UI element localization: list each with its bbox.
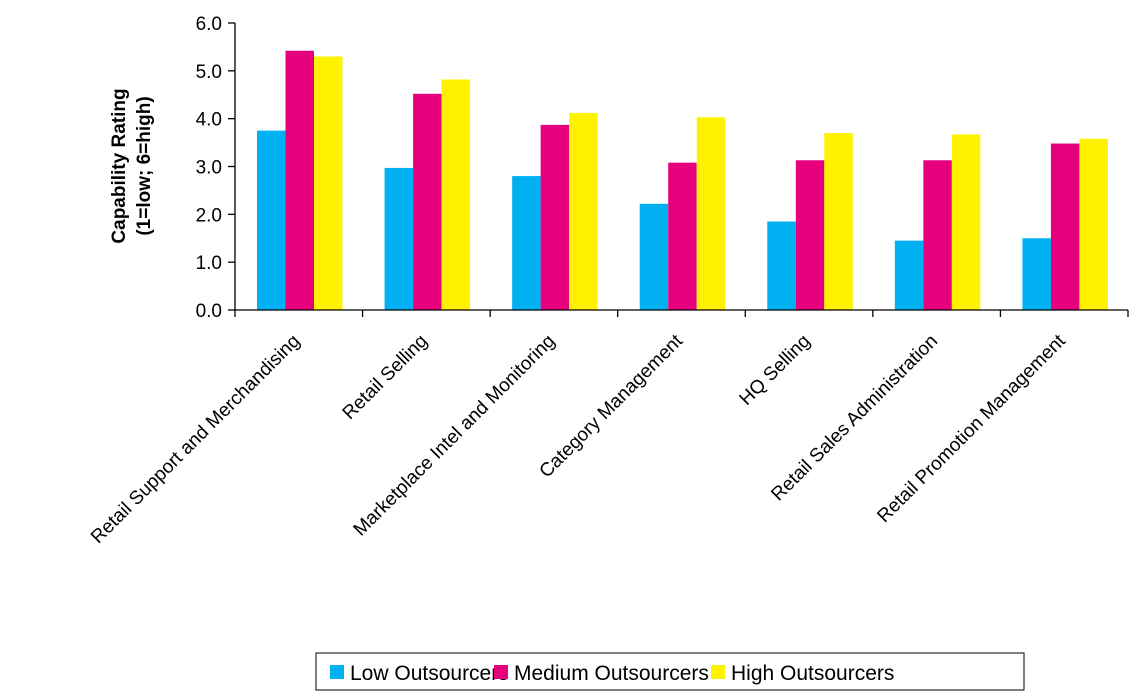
y-tick-label: 3.0: [196, 158, 222, 179]
y-tick-label: 5.0: [196, 62, 222, 83]
bar: [795, 160, 825, 310]
x-category-label: Retail Support and Merchandising: [87, 331, 304, 548]
y-tick-label: 2.0: [196, 205, 222, 226]
bar: [923, 160, 952, 310]
axes: [228, 22, 1129, 317]
x-category-label: HQ Selling: [736, 331, 815, 410]
legend-label: High Outsourcers: [731, 662, 894, 685]
legend-swatch: [494, 665, 508, 679]
y-axis-title-line-1: Capability Rating: [109, 88, 130, 243]
bar: [512, 176, 541, 310]
legend-swatch: [711, 665, 725, 679]
bar: [767, 221, 796, 310]
bar: [413, 93, 442, 310]
bar: [1079, 138, 1108, 310]
bar: [696, 117, 726, 310]
y-tick-label: 4.0: [196, 110, 222, 131]
bars-layer: [257, 50, 1108, 311]
legend-label: Medium Outsourcers: [514, 662, 709, 685]
bar: [285, 50, 314, 311]
y-tick-label: 6.0: [196, 14, 222, 35]
x-category-label: Marketplace Intel and Monitoring: [350, 331, 560, 541]
x-category-labels: Retail Support and Merchandising Retail S…: [87, 330, 1070, 548]
y-tick-labels: 0.0 1.0 2.0 3.0 4.0 5.0 6.0: [196, 14, 222, 322]
bar: [384, 167, 414, 310]
bar: [639, 203, 669, 310]
legend-box: [315, 652, 1025, 691]
legend-swatch: [330, 665, 344, 679]
y-tick-label: 1.0: [196, 253, 222, 274]
x-category-label: Retail Selling: [339, 331, 432, 424]
bar: [314, 56, 343, 311]
bar: [668, 162, 697, 310]
bar: [894, 240, 924, 310]
bar: [540, 124, 570, 310]
bar: [1022, 238, 1051, 310]
bar: [824, 133, 853, 310]
bar: [257, 130, 286, 311]
bar: [951, 134, 981, 310]
bar: [441, 79, 471, 310]
legend: Low Outsourcers Medium Outsourcers High Ou…: [315, 652, 1025, 691]
bar: [1050, 143, 1080, 310]
bar: [569, 112, 598, 311]
x-category-label: Category Management: [536, 330, 688, 482]
y-axis-title-line-2: (1=low; 6=high): [134, 96, 155, 235]
y-axis-title: Capability Rating (1=low; 6=high): [109, 88, 155, 243]
y-tick-label: 0.0: [196, 301, 222, 322]
legend-label: Low Outsourcers: [350, 662, 509, 685]
